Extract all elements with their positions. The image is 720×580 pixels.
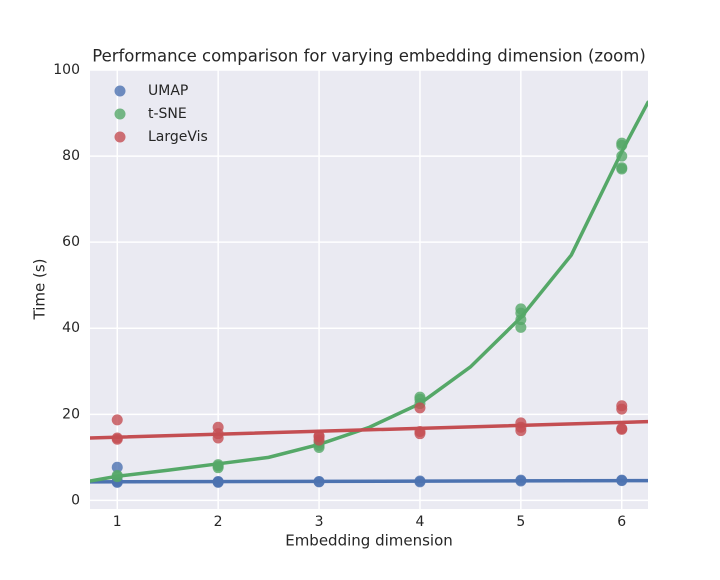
chart-title: Performance comparison for varying embed… xyxy=(92,47,646,66)
legend-marker xyxy=(114,131,126,143)
x-tick-label: 1 xyxy=(113,514,122,530)
y-axis-label: Time (s) xyxy=(31,259,49,321)
x-tick-label: 3 xyxy=(315,514,324,530)
point xyxy=(111,414,123,426)
y-tick-label: 80 xyxy=(62,148,80,164)
legend-marker xyxy=(114,108,126,120)
y-tick-label: 40 xyxy=(62,320,80,336)
point xyxy=(616,403,628,415)
point xyxy=(414,428,426,440)
point xyxy=(616,423,628,435)
y-tick-label: 60 xyxy=(62,234,80,250)
y-tick-label: 100 xyxy=(53,62,80,78)
x-tick-label: 4 xyxy=(415,514,424,530)
point xyxy=(616,163,628,175)
legend-marker xyxy=(114,85,126,97)
point xyxy=(111,461,123,473)
legend-label: LargeVis xyxy=(148,129,208,145)
fit-line xyxy=(90,478,648,484)
fit-line xyxy=(90,100,648,483)
x-tick-label: 6 xyxy=(617,514,626,530)
legend-label: UMAP xyxy=(148,83,188,99)
point xyxy=(414,402,426,414)
fit-line xyxy=(90,419,648,440)
y-tick-label: 20 xyxy=(62,406,80,422)
x-tick-label: 5 xyxy=(516,514,525,530)
x-axis-label: Embedding dimension xyxy=(285,532,453,550)
point xyxy=(515,425,527,437)
legend-label: t-SNE xyxy=(148,106,187,122)
x-tick-label: 2 xyxy=(214,514,223,530)
point xyxy=(515,321,527,333)
point xyxy=(313,431,325,443)
y-tick-label: 0 xyxy=(71,492,80,508)
